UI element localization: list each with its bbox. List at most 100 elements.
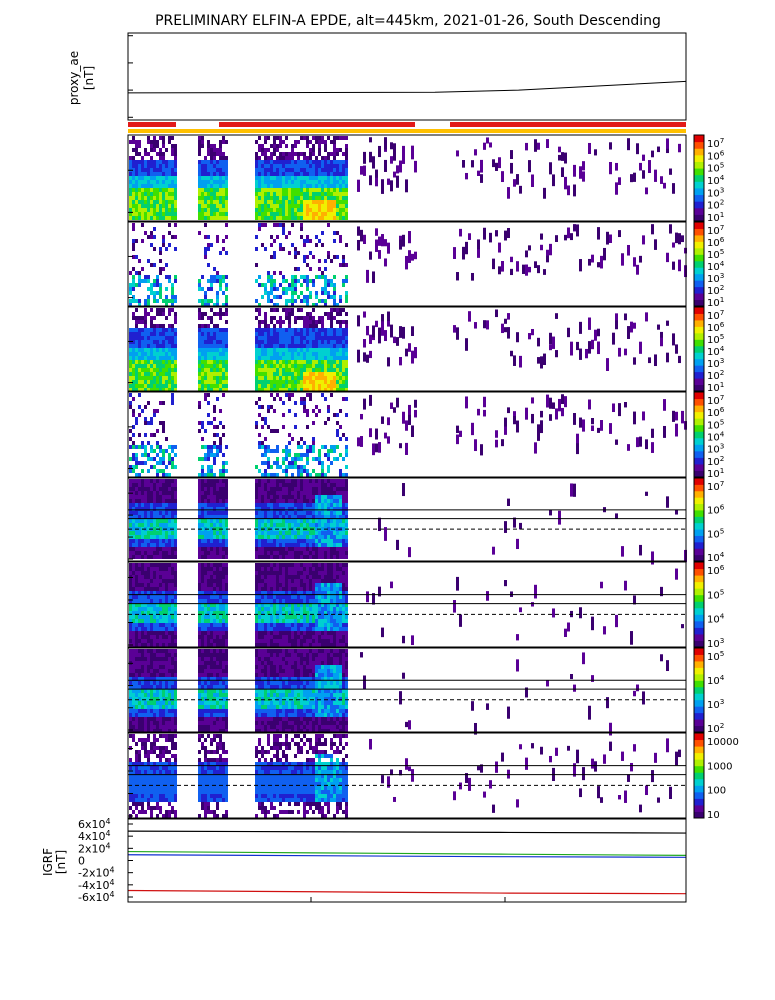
- spec-cell: [204, 595, 207, 599]
- spec-cell: [270, 511, 273, 515]
- spec-cell: [339, 208, 342, 212]
- spec-cell: [258, 216, 261, 220]
- spec-cell: [267, 372, 270, 376]
- spec-cell: [147, 376, 150, 380]
- spec-cell: [285, 144, 288, 148]
- spec-cell: [396, 175, 399, 188]
- spec-cell: [327, 204, 330, 208]
- spec-cell: [297, 491, 300, 495]
- spec-cell: [138, 364, 141, 368]
- spec-cell: [321, 196, 324, 200]
- spec-cell: [219, 531, 222, 535]
- spec-cell: [225, 216, 228, 220]
- spec-cell: [342, 336, 345, 340]
- spec-cell: [201, 535, 204, 539]
- spec-cell: [318, 535, 321, 539]
- spec-cell: [150, 324, 153, 328]
- spec-cell: [537, 357, 540, 364]
- spec-cell: [321, 491, 324, 495]
- spec-cell: [213, 168, 216, 172]
- spec-cell: [318, 192, 321, 196]
- spec-cell: [315, 519, 318, 523]
- spec-cell: [132, 631, 135, 635]
- spec-cell: [273, 535, 276, 539]
- spec-cell: [660, 176, 663, 184]
- spec-cell: [396, 340, 399, 346]
- spec-cell: [162, 627, 165, 631]
- spec-cell: [273, 376, 276, 380]
- spec-cell: [138, 368, 141, 372]
- spec-cell: [300, 188, 303, 192]
- spec-cell: [300, 172, 303, 176]
- spec-cell: [333, 372, 336, 376]
- spec-cell: [315, 483, 318, 487]
- spec-cell: [204, 547, 207, 551]
- spec-cell: [327, 469, 330, 473]
- spec-cell: [156, 409, 159, 413]
- spec-cell: [144, 388, 147, 392]
- spec-cell: [165, 515, 168, 519]
- spec-cell: [345, 437, 348, 441]
- spec-cell: [213, 535, 216, 539]
- spec-cell: [138, 376, 141, 380]
- spec-cell: [549, 332, 552, 345]
- spec-cell: [528, 266, 531, 273]
- spec-cell: [336, 172, 339, 176]
- spec-cell: [333, 368, 336, 372]
- spec-cell: [174, 212, 177, 216]
- colorbar-segment: [694, 457, 704, 465]
- spec-cell: [138, 555, 141, 559]
- spec-cell: [276, 479, 279, 483]
- spec-cell: [303, 376, 306, 380]
- spec-cell: [156, 184, 159, 188]
- spec-cell: [162, 352, 165, 356]
- spec-cell: [303, 368, 306, 372]
- spec-cell: [204, 607, 207, 611]
- spec-cell: [285, 445, 288, 449]
- spec-cell: [288, 441, 291, 445]
- spec-cell: [333, 511, 336, 515]
- spec-cell: [222, 200, 225, 204]
- spec-cell: [141, 176, 144, 180]
- spec-cell: [306, 531, 309, 535]
- spec-cell: [306, 275, 309, 279]
- spec-cell: [135, 376, 138, 380]
- spec-cell: [204, 393, 207, 397]
- spec-cell: [129, 287, 132, 291]
- spec-cell: [342, 479, 345, 483]
- spec-cell: [171, 152, 174, 156]
- spec-cell: [210, 483, 213, 487]
- spec-cell: [300, 352, 303, 356]
- spec-cell: [291, 523, 294, 527]
- spec-cell: [291, 519, 294, 523]
- spec-cell: [318, 511, 321, 515]
- spec-cell: [561, 167, 564, 178]
- spec-cell: [138, 619, 141, 623]
- spec-cell: [159, 563, 162, 567]
- spec-cell: [342, 168, 345, 172]
- spec-cell: [168, 623, 171, 627]
- spec-cell: [147, 401, 150, 405]
- spec-cell: [159, 136, 162, 140]
- spec-cell: [258, 275, 261, 279]
- spec-cell: [204, 487, 207, 491]
- spec-cell: [165, 551, 168, 555]
- spec-cell: [282, 196, 285, 200]
- spec-cell: [300, 275, 303, 279]
- spec-cell: [330, 393, 333, 397]
- spec-cell: [255, 279, 258, 283]
- spec-cell: [393, 143, 396, 156]
- spec-cell: [324, 352, 327, 356]
- spec-cell: [324, 453, 327, 457]
- spec-cell: [318, 503, 321, 507]
- spec-cell: [312, 136, 315, 140]
- spec-cell: [291, 328, 294, 332]
- spec-cell: [336, 312, 339, 316]
- spec-cell: [297, 551, 300, 555]
- spec-cell: [165, 539, 168, 543]
- spec-cell: [144, 364, 147, 368]
- spec-cell: [135, 212, 138, 216]
- spec-cell: [213, 615, 216, 619]
- spec-cell: [204, 372, 207, 376]
- spec-cell: [255, 263, 258, 267]
